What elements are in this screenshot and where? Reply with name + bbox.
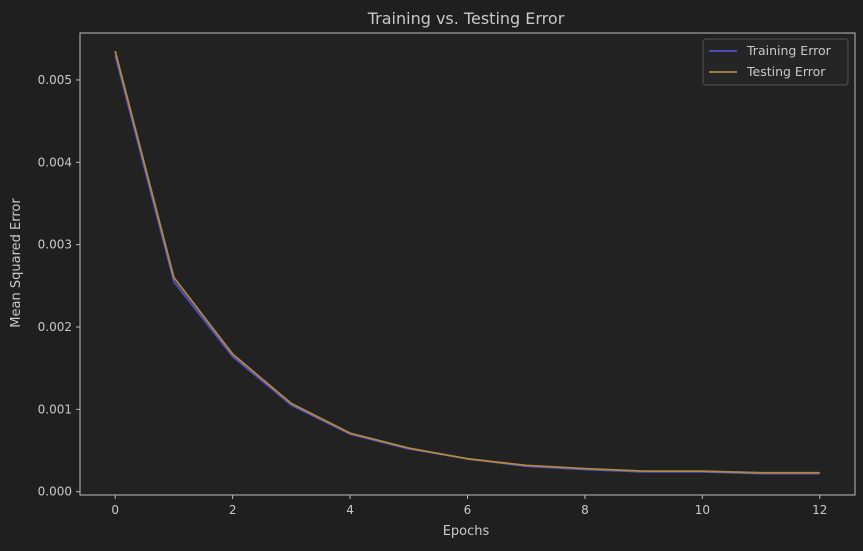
x-tick-label: 6 — [464, 503, 472, 517]
y-tick-label: 0.004 — [38, 155, 72, 169]
legend: Training Error Testing Error — [703, 39, 848, 85]
x-tick-label: 10 — [695, 503, 710, 517]
legend-label: Testing Error — [746, 64, 826, 79]
y-tick-label: 0.002 — [38, 320, 72, 334]
y-axis-label: Mean Squared Error — [9, 198, 24, 328]
x-tick-label: 0 — [111, 503, 119, 517]
x-tick-label: 12 — [812, 503, 827, 517]
x-tick-label: 4 — [346, 503, 354, 517]
y-tick-label: 0.001 — [38, 402, 72, 416]
y-tick-label: 0.005 — [38, 73, 72, 87]
plot-area — [80, 33, 855, 495]
legend-label: Training Error — [746, 43, 832, 58]
y-tick-label: 0.003 — [38, 238, 72, 252]
axes: 0 2 4 6 8 10 12 0.000 0.001 0.002 0.003 0.004 0.005 — [38, 33, 855, 517]
chart-title: Training vs. Testing Error — [367, 9, 565, 28]
x-tick-label: 8 — [581, 503, 589, 517]
x-tick-label: 2 — [229, 503, 237, 517]
x-axis-label: Epochs — [443, 524, 490, 539]
y-tick-label: 0.000 — [38, 485, 72, 499]
